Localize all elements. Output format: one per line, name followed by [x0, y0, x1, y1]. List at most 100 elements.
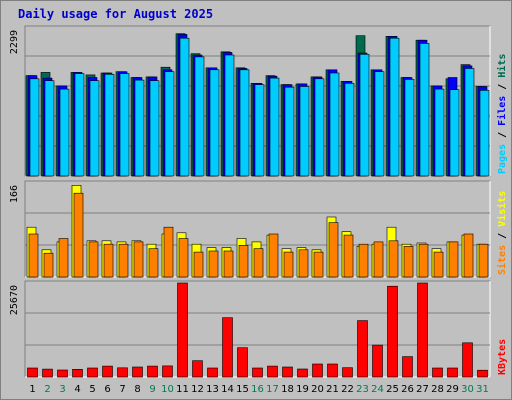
chart-title: Daily usage for August 2025 — [18, 7, 213, 21]
x-tick-label-day-30: 30 — [461, 384, 474, 395]
bar-sites-day-12 — [193, 251, 204, 278]
bar-pages-day-21 — [329, 72, 340, 177]
y-axis-max-label: 166 — [9, 185, 20, 203]
y-axis-max-label: 2299 — [9, 30, 20, 54]
bar-pages-day-28 — [434, 88, 445, 177]
bar-pages-day-2 — [44, 80, 55, 177]
bar-pages-day-16 — [254, 84, 265, 177]
bar-kbytes-day-30 — [462, 342, 473, 378]
bar-kbytes-day-6 — [102, 365, 113, 378]
bar-kbytes-day-15 — [237, 347, 248, 378]
bar-sites-day-2 — [43, 252, 54, 278]
bar-kbytes-day-1 — [27, 367, 38, 378]
bar-pages-day-22 — [344, 83, 355, 177]
bar-sites-day-25 — [388, 240, 399, 278]
bar-pages-day-4 — [74, 73, 85, 177]
bar-kbytes-day-28 — [432, 367, 443, 378]
x-tick-label-day-29: 29 — [446, 384, 459, 395]
bar-kbytes-day-24 — [372, 344, 383, 378]
bar-pages-day-1 — [29, 78, 40, 177]
x-tick-label-day-20: 20 — [311, 384, 324, 395]
panel-3: 25670 KBytes — [9, 280, 508, 378]
x-tick-label-day-28: 28 — [431, 384, 444, 395]
x-tick-label-day-9: 9 — [149, 384, 155, 395]
bar-sites-day-26 — [403, 246, 414, 278]
x-tick-label-day-7: 7 — [119, 384, 125, 395]
bar-kbytes-day-5 — [87, 367, 98, 378]
legend-separator: / — [497, 78, 508, 96]
panel-1: 2299 Pages / Files / Hits — [9, 25, 508, 177]
bar-sites-day-22 — [343, 234, 354, 278]
bar-kbytes-day-16 — [252, 367, 263, 378]
bar-kbytes-day-2 — [42, 368, 53, 378]
bar-pages-day-9 — [149, 80, 160, 177]
legend-item-pages: Pages — [497, 144, 508, 174]
bar-pages-day-14 — [224, 54, 235, 177]
x-tick-label-day-25: 25 — [386, 384, 399, 395]
legend-separator: / — [497, 126, 508, 144]
bar-sites-day-16 — [253, 248, 264, 278]
panel-2: 166 Sites / Visits — [9, 180, 508, 278]
bar-sites-day-13 — [208, 250, 219, 278]
bar-sites-day-29 — [448, 241, 459, 278]
x-tick-label-day-5: 5 — [89, 384, 95, 395]
x-tick-label-day-24: 24 — [371, 384, 384, 395]
x-tick-label-day-8: 8 — [134, 384, 140, 395]
bar-sites-day-5 — [88, 241, 99, 278]
bar-pages-day-10 — [164, 71, 175, 177]
x-tick-label-day-26: 26 — [401, 384, 414, 395]
bar-sites-day-3 — [58, 238, 69, 278]
x-tick-label-day-17: 17 — [266, 384, 279, 395]
bar-pages-day-18 — [284, 86, 295, 177]
bar-kbytes-day-10 — [162, 365, 173, 378]
bar-kbytes-day-25 — [387, 285, 398, 378]
bar-sites-day-24 — [373, 241, 384, 278]
bar-pages-day-6 — [104, 74, 115, 177]
bar-sites-day-11 — [178, 238, 189, 278]
x-tick-label-day-21: 21 — [326, 384, 339, 395]
bar-kbytes-day-8 — [132, 366, 143, 378]
bar-kbytes-day-11 — [177, 282, 188, 378]
bar-sites-day-6 — [103, 243, 114, 278]
x-tick-label-day-14: 14 — [221, 384, 234, 395]
bar-sites-day-17 — [268, 233, 279, 278]
bar-kbytes-day-12 — [192, 360, 203, 378]
bar-pages-day-3 — [59, 88, 70, 177]
bar-sites-day-4 — [73, 192, 84, 278]
bar-sites-day-19 — [298, 249, 309, 278]
bar-kbytes-day-23 — [357, 320, 368, 378]
bar-sites-day-10 — [163, 226, 174, 278]
bar-kbytes-day-13 — [207, 367, 218, 378]
legend-item-kbytes: KBytes — [497, 339, 508, 375]
bar-sites-day-18 — [283, 251, 294, 278]
bar-sites-day-9 — [148, 248, 159, 278]
legend-separator: / — [497, 227, 508, 245]
bar-sites-day-15 — [238, 245, 249, 278]
x-tick-label-day-4: 4 — [74, 384, 80, 395]
bar-pages-day-5 — [89, 80, 100, 177]
panel-legend: Pages / Files / Hits — [496, 54, 508, 174]
y-axis-max-label: 25670 — [9, 285, 20, 315]
bar-pages-day-25 — [389, 37, 400, 177]
x-tick-label-day-10: 10 — [161, 384, 174, 395]
x-tick-label-day-19: 19 — [296, 384, 309, 395]
bar-pages-day-11 — [179, 37, 190, 177]
x-tick-label-day-6: 6 — [104, 384, 110, 395]
legend-item-sites: Sites — [496, 245, 508, 275]
panel-legend: Sites / Visits — [496, 191, 508, 275]
bar-kbytes-day-7 — [117, 367, 128, 378]
bar-sites-day-14 — [223, 250, 234, 278]
bar-pages-day-24 — [374, 71, 385, 177]
bar-sites-day-1 — [28, 233, 39, 278]
bar-pages-day-7 — [119, 73, 130, 177]
x-tick-label-day-12: 12 — [191, 384, 204, 395]
bar-kbytes-day-31 — [477, 369, 488, 378]
bar-pages-day-15 — [239, 69, 250, 177]
bar-kbytes-day-27 — [417, 282, 428, 378]
bar-sites-day-7 — [118, 243, 129, 278]
bar-pages-day-17 — [269, 77, 280, 177]
bar-kbytes-day-14 — [222, 317, 233, 378]
x-axis-day-labels: 1 2 3 4 5 6 7 8 9 10 11 12 13 14 15 16 17 18 19 20 21 22 23 24 2… — [29, 384, 489, 395]
bar-kbytes-day-21 — [327, 363, 338, 378]
